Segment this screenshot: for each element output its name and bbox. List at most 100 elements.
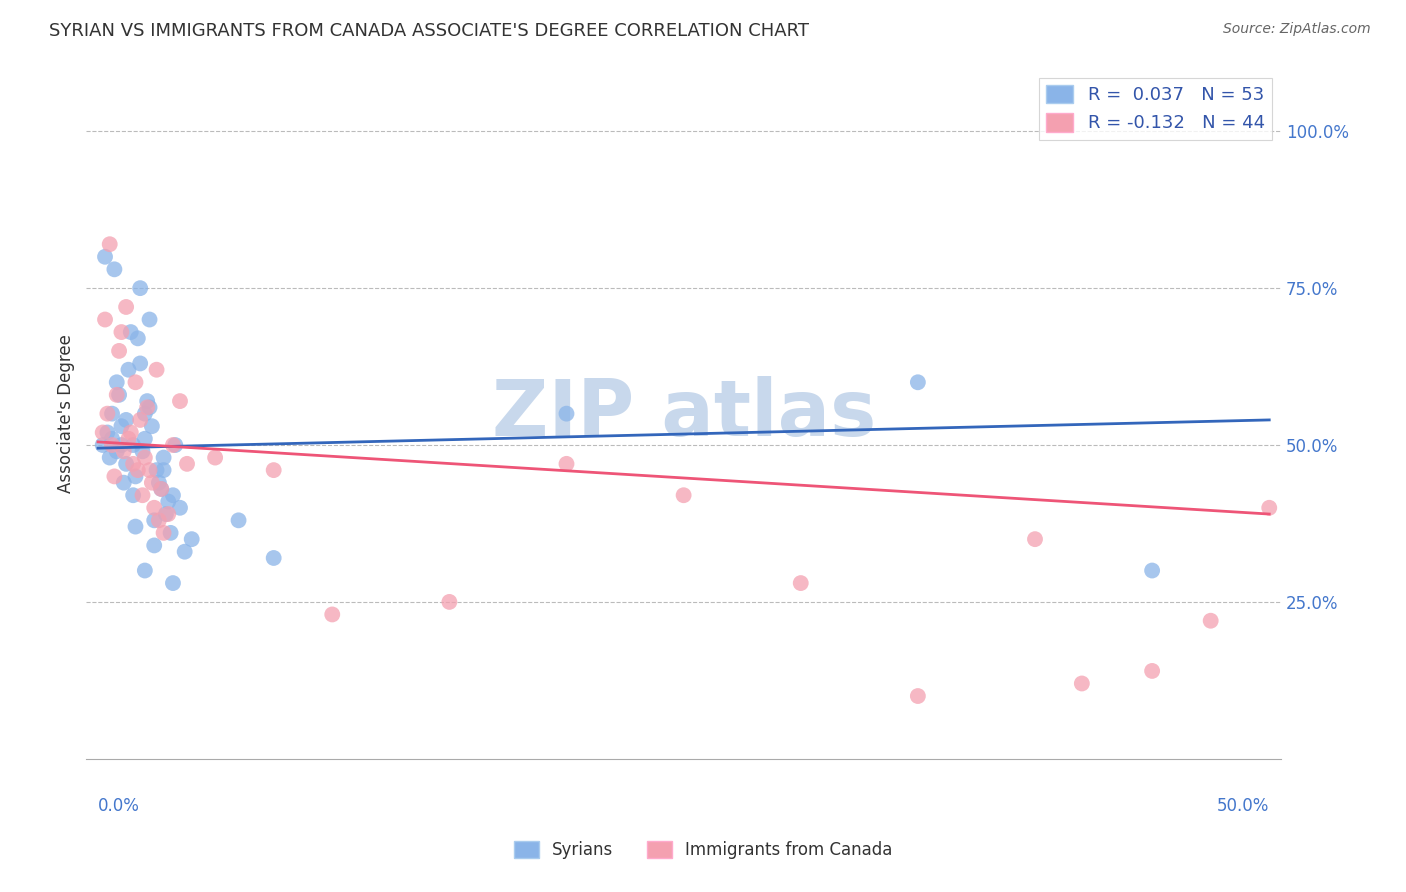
Point <box>148 513 170 527</box>
Point <box>169 500 191 515</box>
Point <box>228 513 250 527</box>
Point <box>180 532 202 546</box>
Point <box>94 250 117 264</box>
Text: 50.0%: 50.0% <box>1216 797 1270 814</box>
Point <box>105 388 128 402</box>
Point <box>136 394 159 409</box>
Point <box>555 407 578 421</box>
Point <box>169 394 191 409</box>
Point <box>555 457 578 471</box>
Point <box>162 438 184 452</box>
Point <box>1140 664 1163 678</box>
Point <box>120 425 142 440</box>
Point <box>98 237 121 252</box>
Point <box>138 463 160 477</box>
Point <box>110 419 132 434</box>
Point <box>176 457 198 471</box>
Point <box>131 488 153 502</box>
Point <box>112 475 135 490</box>
Legend: Syrians, Immigrants from Canada: Syrians, Immigrants from Canada <box>508 834 898 866</box>
Text: SYRIAN VS IMMIGRANTS FROM CANADA ASSOCIATE'S DEGREE CORRELATION CHART: SYRIAN VS IMMIGRANTS FROM CANADA ASSOCIA… <box>49 22 810 40</box>
Point <box>96 407 118 421</box>
Point <box>115 457 138 471</box>
Point <box>790 576 813 591</box>
Point <box>115 413 138 427</box>
Point <box>143 538 166 552</box>
Point <box>110 325 132 339</box>
Point <box>127 331 149 345</box>
Point <box>117 362 139 376</box>
Point <box>157 507 180 521</box>
Point <box>94 312 117 326</box>
Point <box>152 450 174 465</box>
Point <box>1024 532 1046 546</box>
Point <box>157 494 180 508</box>
Point <box>98 450 121 465</box>
Point <box>108 343 131 358</box>
Point <box>112 444 135 458</box>
Point <box>150 482 173 496</box>
Point <box>165 438 187 452</box>
Point <box>152 525 174 540</box>
Point <box>122 488 145 502</box>
Point <box>103 469 125 483</box>
Point <box>115 300 138 314</box>
Point <box>263 551 285 566</box>
Point <box>672 488 695 502</box>
Point <box>155 507 177 521</box>
Point <box>96 425 118 440</box>
Point <box>1140 564 1163 578</box>
Point <box>127 463 149 477</box>
Point <box>148 475 170 490</box>
Point <box>1258 500 1281 515</box>
Point <box>907 376 929 390</box>
Point <box>1199 614 1222 628</box>
Point <box>141 475 163 490</box>
Text: 0.0%: 0.0% <box>98 797 139 814</box>
Point <box>108 388 131 402</box>
Point <box>321 607 343 622</box>
Legend: R =  0.037   N = 53, R = -0.132   N = 44: R = 0.037 N = 53, R = -0.132 N = 44 <box>1039 78 1272 140</box>
Point <box>103 262 125 277</box>
Point <box>138 401 160 415</box>
Point <box>122 457 145 471</box>
Point <box>134 407 156 421</box>
Point <box>120 325 142 339</box>
Point <box>101 407 124 421</box>
Point <box>101 438 124 452</box>
Point <box>131 444 153 458</box>
Point <box>162 488 184 502</box>
Point <box>143 513 166 527</box>
Point <box>134 564 156 578</box>
Point <box>159 525 181 540</box>
Point <box>124 519 146 533</box>
Point <box>138 312 160 326</box>
Point <box>1070 676 1092 690</box>
Point <box>91 438 114 452</box>
Point <box>439 595 461 609</box>
Point <box>129 356 152 370</box>
Point <box>91 425 114 440</box>
Point <box>129 281 152 295</box>
Point <box>110 438 132 452</box>
Point <box>117 432 139 446</box>
Y-axis label: Associate's Degree: Associate's Degree <box>58 334 75 493</box>
Point <box>124 376 146 390</box>
Point <box>141 419 163 434</box>
Point <box>101 432 124 446</box>
Text: ZIP atlas: ZIP atlas <box>492 376 876 451</box>
Point <box>907 689 929 703</box>
Point <box>134 450 156 465</box>
Point <box>150 482 173 496</box>
Point <box>173 545 195 559</box>
Point <box>124 469 146 483</box>
Point <box>145 463 167 477</box>
Point <box>134 432 156 446</box>
Point <box>204 450 226 465</box>
Point <box>162 576 184 591</box>
Point <box>136 401 159 415</box>
Point <box>145 362 167 376</box>
Point <box>105 376 128 390</box>
Text: Source: ZipAtlas.com: Source: ZipAtlas.com <box>1223 22 1371 37</box>
Point <box>263 463 285 477</box>
